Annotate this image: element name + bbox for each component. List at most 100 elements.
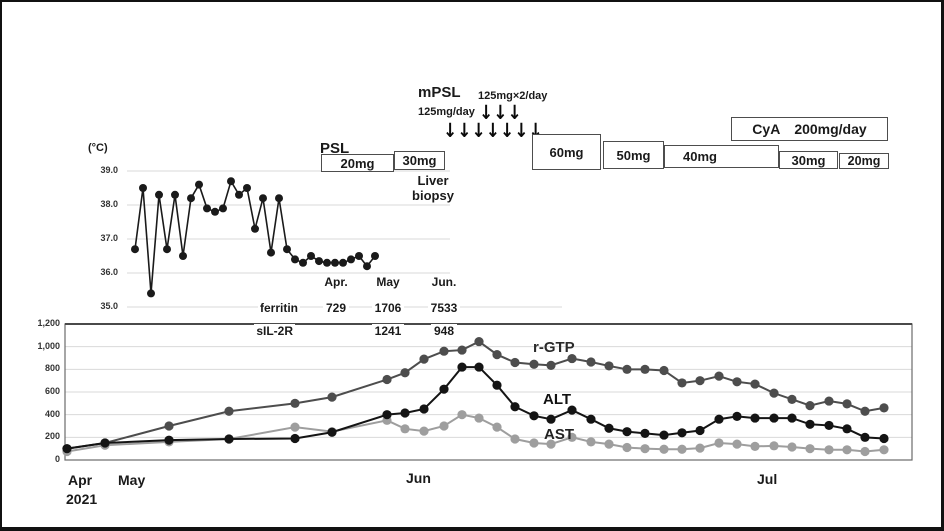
r-gtp-point: [769, 388, 779, 398]
ast-point: [842, 445, 852, 455]
alt-point: [382, 410, 392, 420]
ast-point: [439, 421, 449, 431]
temperature-point: [291, 255, 299, 264]
alt-point: [732, 411, 742, 421]
alt-series-label: ALT: [543, 391, 572, 408]
ast-point: [622, 442, 632, 453]
psl-label: PSL: [320, 140, 350, 157]
mpsl-pulse-arrow-icon: ↓: [457, 119, 472, 143]
temperature-point: [315, 257, 323, 266]
ast-point: [750, 441, 760, 451]
lab-tick-label: 0: [54, 454, 60, 464]
lab-tick-label: 1,200: [37, 318, 60, 328]
alt-point: [224, 434, 234, 444]
mpsl-dose-initial-label: 125mg/day: [418, 106, 475, 118]
temp-tick-label: 35.0: [100, 301, 118, 311]
r-gtp-line: [66, 340, 885, 450]
alt-point: [824, 420, 834, 431]
cya-label: CyA: [752, 121, 781, 137]
ast-point: [640, 444, 650, 454]
alt-point: [860, 432, 870, 442]
xaxis-month-apr: Apr: [68, 472, 93, 488]
r-gtp-point: [695, 376, 705, 386]
mpsl-pulse-arrow-icon: ↓: [485, 119, 500, 143]
temperature-point: [363, 262, 371, 271]
mpsl-pulse-arrow-icon: ↓: [507, 101, 522, 125]
r-gtp-point: [677, 378, 687, 388]
alt-point: [879, 433, 889, 444]
alt-point: [510, 402, 520, 412]
temperature-point: [259, 194, 267, 203]
lab-tick-label: 600: [44, 386, 60, 396]
r-gtp-point: [474, 336, 484, 347]
alt-point: [677, 428, 687, 438]
ast-point: [714, 438, 724, 448]
rgtp-series-label: r-GTP: [533, 339, 575, 356]
temperature-point: [203, 204, 211, 213]
steroid-40mg-box: 40mg: [664, 145, 779, 168]
alt-point: [842, 424, 852, 434]
r-gtp-point: [622, 364, 632, 374]
alt-point: [586, 414, 596, 424]
ast-point: [457, 410, 467, 420]
temperature-point: [179, 252, 187, 260]
r-gtp-point: [439, 346, 449, 356]
alt-point: [622, 427, 632, 437]
ast-point: [732, 439, 742, 449]
ferritin-row-label: ferritin: [257, 301, 300, 315]
ferritin-may-value: 1706: [363, 301, 413, 315]
mpsl-label: mPSL: [418, 84, 461, 101]
ast-point: [824, 445, 834, 455]
ast-point: [419, 426, 429, 436]
alt-point: [659, 430, 669, 440]
xaxis-month-jun: Jun: [406, 470, 431, 486]
r-gtp-point: [732, 377, 742, 387]
psl-30mg-box: 30mg: [394, 151, 445, 170]
temperature-point: [323, 258, 331, 267]
temp-axis-unit: (°C): [88, 142, 108, 154]
temp-tick-label: 38.0: [100, 199, 118, 209]
alt-point: [787, 413, 797, 423]
sil2r-row-label: sIL-2R: [254, 324, 295, 338]
r-gtp-point: [164, 421, 174, 431]
r-gtp-point: [805, 401, 815, 411]
alt-point: [567, 405, 577, 415]
sil2r-jun-value: 948: [419, 324, 469, 338]
alt-point: [327, 427, 337, 437]
temperature-point: [307, 252, 315, 260]
r-gtp-point: [567, 353, 577, 364]
alt-point: [714, 414, 724, 424]
r-gtp-point: [510, 357, 520, 368]
r-gtp-point: [640, 364, 650, 374]
ast-point: [474, 413, 484, 423]
steroid-20mg-box: 20mg: [839, 153, 889, 169]
alt-point: [400, 408, 410, 418]
alt-point: [290, 433, 300, 444]
r-gtp-point: [659, 365, 669, 376]
temperature-point: [251, 224, 259, 233]
alt-point: [492, 380, 502, 390]
r-gtp-point: [529, 359, 539, 369]
r-gtp-point: [419, 354, 429, 364]
r-gtp-point: [327, 392, 337, 402]
ast-point: [529, 438, 539, 448]
r-gtp-point: [224, 406, 234, 416]
temperature-point: [347, 255, 355, 264]
mpsl-pulse-arrow-icon: ↓: [471, 119, 486, 143]
temperature-point: [195, 180, 203, 189]
steroid-30mg-box: 30mg: [779, 151, 838, 169]
mpsl-dose-double-label: 125mg×2/day: [478, 90, 548, 102]
ferritin-jun-value: 7533: [419, 301, 469, 315]
r-gtp-point: [457, 345, 467, 355]
alt-point: [474, 362, 484, 372]
alt-line: [66, 366, 885, 450]
temperature-point: [355, 252, 363, 260]
alt-point: [100, 438, 110, 448]
ast-point: [805, 444, 815, 454]
temperature-point: [243, 184, 251, 192]
ast-point: [695, 443, 705, 453]
alt-point: [640, 428, 650, 438]
temperature-point: [267, 248, 275, 257]
alt-point: [695, 425, 705, 436]
